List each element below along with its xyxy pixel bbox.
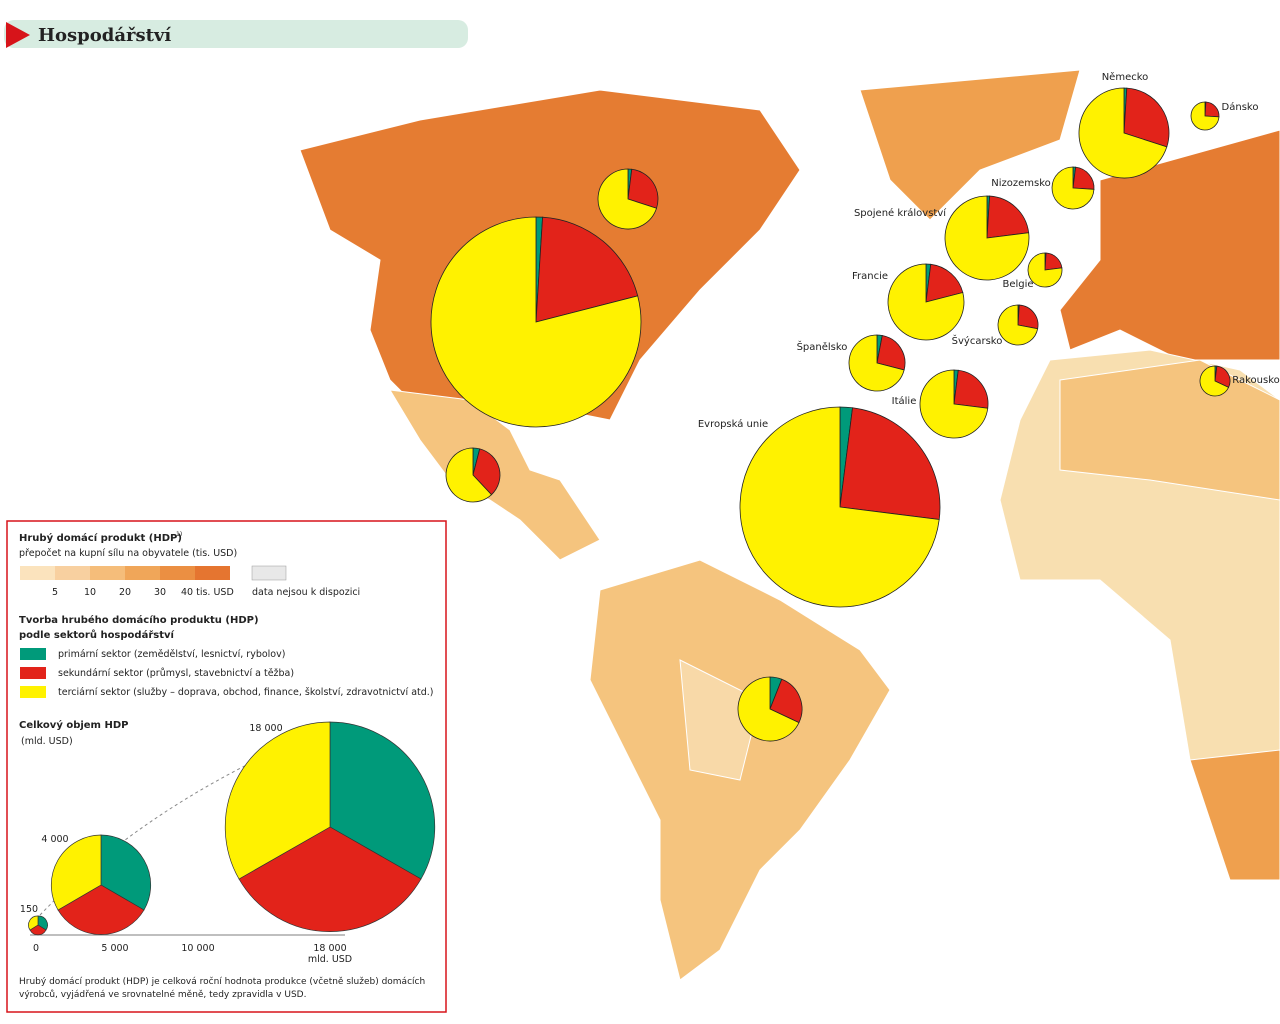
sector-title: Tvorba hrubého domácího produktu (HDP) xyxy=(19,614,259,626)
pie-slice xyxy=(986,195,1030,239)
legend-subtitle: přepočet na kupní sílu na obyvatele (tis… xyxy=(19,548,237,559)
country-label: Španělsko xyxy=(797,340,848,353)
scale-swatch xyxy=(20,566,55,580)
axis-label: 10 000 xyxy=(181,943,214,954)
size-label: 18 000 xyxy=(249,723,282,734)
sector-swatch xyxy=(20,686,46,698)
pie-slice xyxy=(1051,166,1095,210)
pie-slice xyxy=(1199,365,1230,397)
country-label: Dánsko xyxy=(1222,101,1259,113)
country-label: Rakousko xyxy=(1232,375,1280,386)
sector-swatch xyxy=(20,667,46,679)
scale-label: 10 xyxy=(84,587,96,598)
scale-label: 40 tis. USD xyxy=(181,587,234,598)
footnote: Hrubý domácí produkt (HDP) je celková ro… xyxy=(19,976,425,987)
pie-slice xyxy=(944,195,1030,281)
scale-label: 30 xyxy=(154,587,166,598)
pie-slice xyxy=(445,447,493,503)
pie-slice xyxy=(597,168,658,230)
country-label: Švýcarsko xyxy=(952,334,1003,347)
axis-label: 18 000 xyxy=(313,943,346,954)
pie-slice xyxy=(535,216,639,323)
sector-label: sekundární sektor (průmysl, stavebnictví… xyxy=(58,668,294,679)
pie-slice xyxy=(919,369,989,439)
footnote: výrobců, vyjádřená ve srovnatelné měně, … xyxy=(19,989,306,1000)
pie-slice xyxy=(1123,87,1170,148)
country-label: Evropská unie xyxy=(698,418,768,430)
country-label: Spojené království xyxy=(854,207,947,219)
total-title: Celkový objem HDP xyxy=(19,719,128,731)
scale-swatch xyxy=(125,566,160,580)
no-data-label: data nejsou k dispozici xyxy=(252,587,360,598)
scale-swatch xyxy=(160,566,195,580)
country-label: Francie xyxy=(852,271,888,282)
pie-slice xyxy=(1190,101,1220,131)
footnote-mark: 1) xyxy=(176,531,182,538)
pie-slice xyxy=(737,676,800,742)
pie-slice xyxy=(1078,87,1168,179)
legend-title: Hrubý domácí produkt (HDP) xyxy=(19,532,182,544)
size-label: 150 xyxy=(20,904,38,915)
axis-label: 0 xyxy=(33,943,39,954)
no-data-swatch xyxy=(251,565,287,581)
pie-slice xyxy=(1017,304,1039,330)
pie-slice xyxy=(953,369,989,409)
pie-slice xyxy=(1044,252,1063,271)
scale-swatch xyxy=(55,566,90,580)
pie-slice xyxy=(848,334,905,392)
axis-unit: mld. USD xyxy=(308,954,352,965)
sector-label: primární sektor (zemědělství, lesnictví,… xyxy=(58,649,285,660)
header-bar xyxy=(4,20,468,48)
pie-slice xyxy=(739,406,940,608)
country-label: Itálie xyxy=(892,395,917,407)
pie-slice xyxy=(1072,166,1095,190)
scale-label: 20 xyxy=(119,587,131,598)
sector-swatch xyxy=(20,648,46,660)
pie-slice xyxy=(925,263,964,303)
pie-slice xyxy=(1204,101,1220,118)
size-pie xyxy=(28,721,436,936)
country-label: Německo xyxy=(1102,71,1149,83)
pie-slice xyxy=(769,678,803,724)
pie-slice xyxy=(876,335,906,371)
header-arrow xyxy=(6,22,30,48)
pie-slice xyxy=(430,216,642,428)
pie-slice xyxy=(839,407,941,520)
land xyxy=(299,69,1280,981)
legend: Hrubý domácí produkt (HDP) 1) přepočet n… xyxy=(6,520,447,1013)
total-unit: (mld. USD) xyxy=(21,736,73,747)
country-label: Belgie xyxy=(1002,279,1033,290)
pie-slice xyxy=(1214,365,1231,388)
pie-slice xyxy=(887,263,965,341)
sector-title: podle sektorů hospodářství xyxy=(19,628,175,641)
axis-label: 5 000 xyxy=(101,943,128,954)
pie-slice xyxy=(1027,252,1063,288)
pie-slice xyxy=(627,168,659,209)
scale-swatch xyxy=(90,566,125,580)
sector-label: terciární sektor (služby – doprava, obch… xyxy=(58,687,434,698)
country-label: Nizozemsko xyxy=(991,178,1051,189)
scale-swatch xyxy=(195,566,230,580)
pie-slice xyxy=(997,304,1039,346)
size-label: 4 000 xyxy=(41,834,68,845)
scale-label: 5 xyxy=(52,587,58,598)
header-title: Hospodářství xyxy=(38,25,171,46)
pie-slice xyxy=(472,448,501,496)
